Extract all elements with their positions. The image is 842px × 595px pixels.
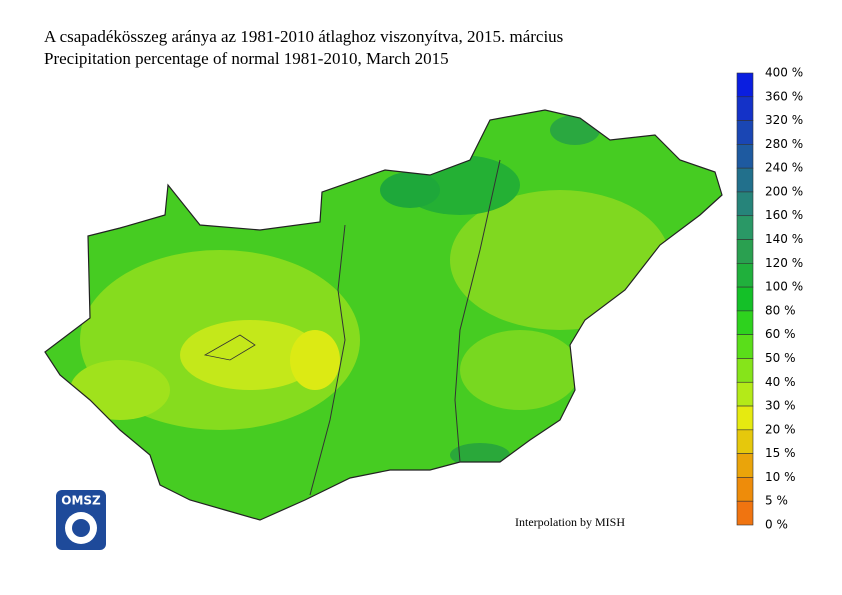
legend-label: 60 %	[765, 327, 796, 341]
legend-label: 20 %	[765, 422, 796, 436]
precip-field	[45, 110, 722, 520]
legend-swatch	[736, 144, 754, 169]
legend-label: 280 %	[765, 137, 803, 151]
legend-swatch	[736, 215, 754, 240]
legend-label: 15 %	[765, 446, 796, 460]
legend-swatch	[736, 358, 754, 383]
river-danube	[309, 224, 346, 496]
legend-swatch	[736, 286, 754, 312]
legend-swatch	[736, 239, 754, 264]
lake-balaton	[203, 334, 256, 361]
river-tisza	[454, 159, 501, 463]
legend-swatch	[736, 477, 754, 502]
legend-label: 240 %	[765, 161, 803, 175]
legend-label: 50 %	[765, 351, 796, 365]
title: A csapadékösszeg aránya az 1981-2010 átl…	[44, 27, 564, 46]
legend-swatch	[736, 72, 754, 98]
legend-label: 320 %	[765, 113, 803, 127]
legend-label: 40 %	[765, 375, 796, 389]
legend-swatch	[736, 381, 754, 407]
legend-label: 400 %	[765, 66, 803, 80]
subtitle: Precipitation percentage of normal 1981-…	[44, 49, 449, 68]
legend-swatch	[736, 96, 754, 121]
logo-text: OMSZ	[61, 494, 101, 508]
legend-swatch	[736, 429, 754, 454]
legend-swatch	[736, 334, 754, 359]
legend-label: 120 %	[765, 256, 803, 270]
legend-swatch	[736, 167, 754, 193]
legend-swatch	[736, 405, 754, 431]
legend-label: 160 %	[765, 208, 803, 222]
legend-swatch	[736, 120, 754, 145]
logo: OMSZ	[56, 490, 106, 550]
legend-label: 30 %	[765, 399, 796, 413]
legend-label: 80 %	[765, 303, 796, 317]
legend-swatch	[736, 453, 754, 478]
legend-label: 360 %	[765, 89, 803, 103]
legend-label: 140 %	[765, 232, 803, 246]
legend-swatch	[736, 263, 754, 288]
legend-swatch	[736, 500, 754, 526]
legend: 400 % 360 % 320 % 280 % 240 % 200 % 160 % 140 %…	[736, 66, 803, 532]
legend-label: 5 %	[765, 494, 788, 508]
credit: Interpolation by MISH	[515, 515, 625, 529]
legend-label: 10 %	[765, 470, 796, 484]
legend-label: 100 %	[765, 280, 803, 294]
legend-label: 0 %	[765, 518, 788, 532]
legend-swatch	[736, 310, 754, 335]
legend-swatch	[736, 191, 754, 217]
legend-label: 200 %	[765, 184, 803, 198]
